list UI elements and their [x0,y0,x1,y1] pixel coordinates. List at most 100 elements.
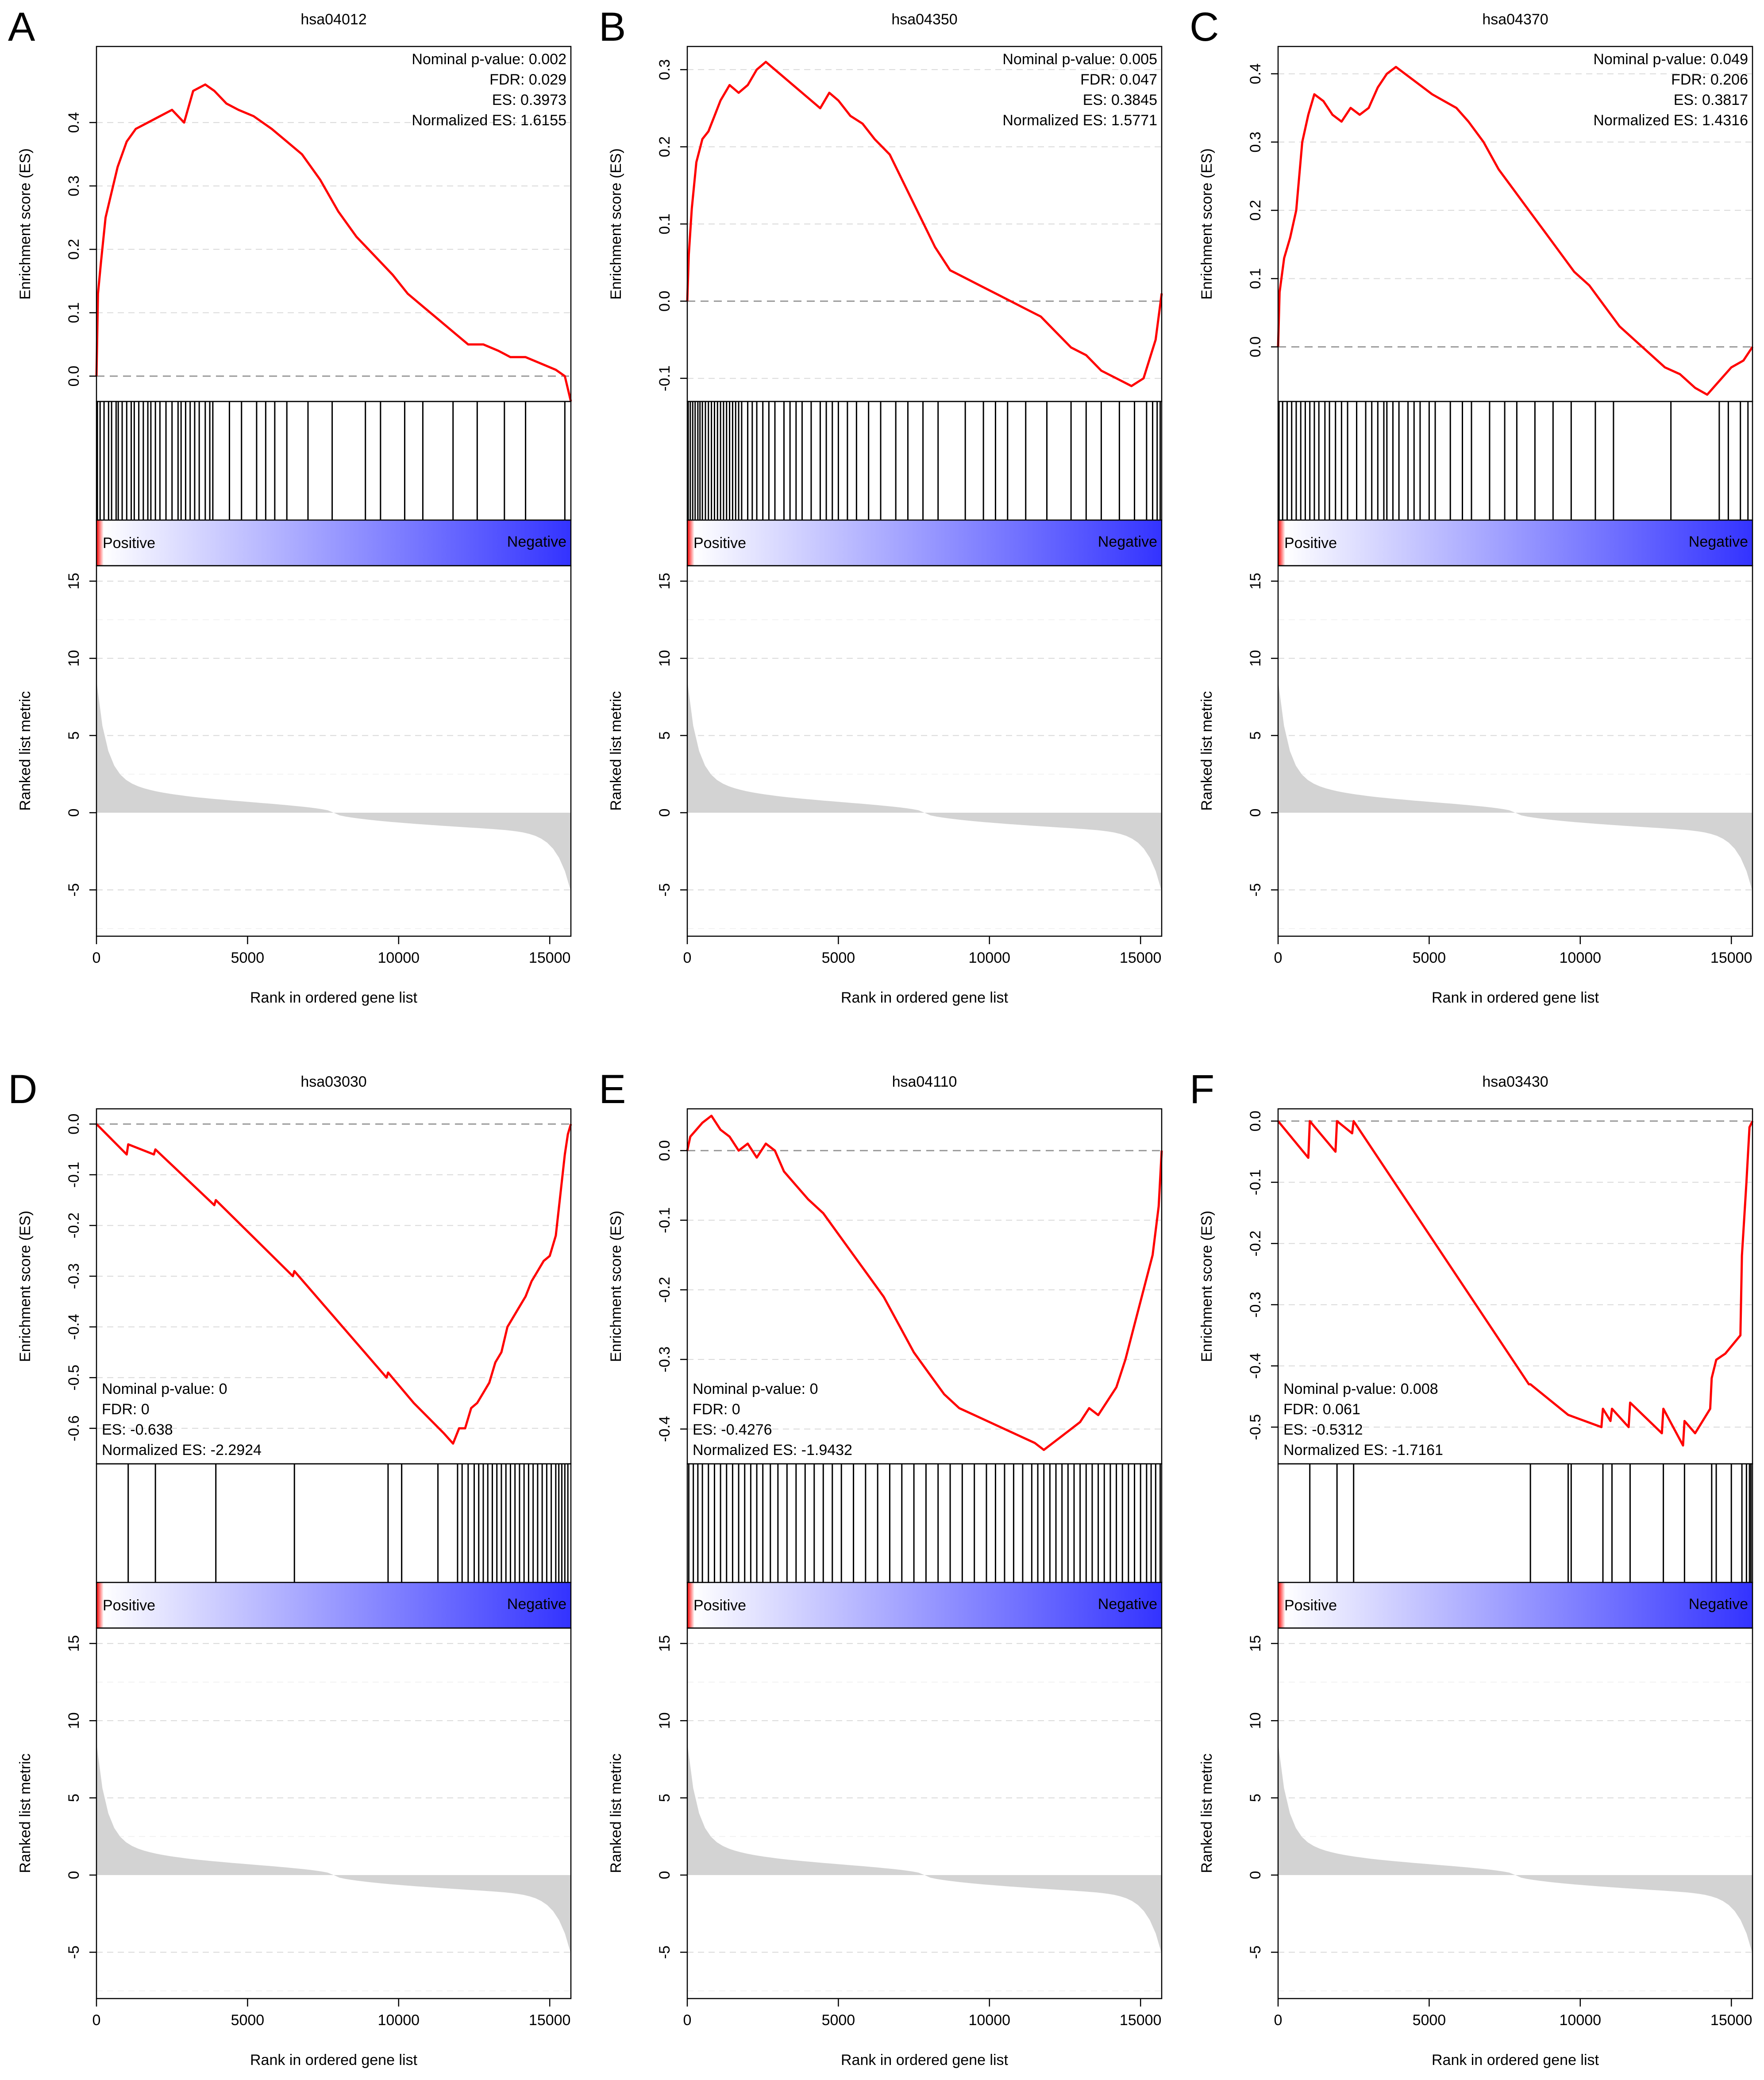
x-tick-label: 15000 [1710,949,1752,966]
es-y-tick-label: 0.0 [65,366,82,386]
x-tick-label: 5000 [231,2012,265,2029]
metric-y-tick-label: 0 [65,809,82,817]
metric-y-tick-label: 15 [65,573,82,590]
x-tick-label: 5000 [1413,949,1446,966]
panel-title: hsa04370 [1482,11,1548,28]
x-tick-label: 10000 [969,949,1011,966]
stat-line: Normalized ES: 1.4316 [1593,112,1748,129]
es-y-axis-label: Enrichment score (ES) [1198,1211,1215,1362]
es-y-tick-label: -0.1 [656,365,673,391]
es-y-tick-label: 0.2 [656,136,673,157]
es-y-tick-label: 0.3 [656,59,673,80]
x-tick-label: 0 [683,949,692,966]
stat-line: ES: -0.4276 [693,1421,772,1438]
es-y-tick-label: 0.4 [65,112,82,133]
metric-y-tick-label: 5 [1247,1794,1264,1802]
es-y-tick-label: 0.0 [1247,336,1264,357]
metric-y-axis-label: Ranked list metric [17,691,34,810]
metric-plot-frame [1277,565,1753,937]
es-y-tick-label: -0.4 [1247,1353,1264,1379]
stat-line: Normalized ES: -1.9432 [693,1442,852,1459]
ranked-metric-area [1278,1743,1752,1954]
es-y-tick-label: 0.0 [656,1140,673,1161]
stat-line: ES: -0.5312 [1283,1421,1363,1438]
rank-gradient-bar [1277,519,1753,567]
panel-title: hsa04110 [892,1073,957,1090]
metric-y-tick-label: 0 [65,1871,82,1879]
es-y-axis-label: Enrichment score (ES) [608,148,624,300]
x-tick-label: 10000 [378,2012,420,2029]
es-y-tick-label: -0.4 [656,1416,673,1442]
es-y-tick-label: 0.1 [656,213,673,234]
stat-line: Nominal p-value: 0 [693,1381,818,1397]
x-axis-label: Rank in ordered gene list [841,989,1009,1006]
stat-line: Normalized ES: -1.7161 [1283,1442,1443,1459]
es-y-tick-label: -0.5 [65,1365,82,1391]
x-tick-label: 15000 [529,2012,571,2029]
x-axis-label: Rank in ordered gene list [250,2052,418,2068]
positive-pole-label: Positive [1284,535,1337,552]
metric-y-tick-label: 15 [656,1635,673,1652]
metric-plot-frame [96,1627,572,1999]
hit-frame [1277,1463,1753,1583]
negative-pole-label: Negative [507,1596,566,1613]
es-curve-line [1277,1120,1754,1447]
es-curve-line [686,61,1163,387]
metric-y-tick-label: -5 [65,883,82,896]
x-tick-label: 0 [1274,949,1283,966]
stat-line: FDR: 0 [693,1401,740,1418]
metric-y-tick-label: -5 [65,1945,82,1959]
metric-y-tick-label: 10 [65,650,82,667]
es-y-tick-label: 0.0 [656,291,673,312]
es-y-tick-label: 0.4 [1247,63,1264,84]
x-tick-label: 10000 [969,2012,1011,2029]
panel-letter: A [8,4,35,50]
x-tick-label: 5000 [822,2012,855,2029]
metric-y-tick-label: -5 [1247,883,1264,896]
panel-letter: C [1190,4,1219,50]
metric-plot-frame [1277,1627,1753,1999]
es-curve-line [1277,66,1754,396]
metric-y-tick-label: 0 [1247,809,1264,817]
es-curve-line [95,83,572,402]
metric-y-tick-label: 15 [65,1635,82,1652]
panel-title: hsa03430 [1482,1073,1548,1090]
rank-gradient-bar [96,519,572,567]
metric-y-tick-label: 10 [656,1712,673,1729]
x-tick-label: 10000 [1560,2012,1602,2029]
hit-frame [96,401,572,521]
positive-pole-label: Positive [693,1597,746,1614]
panel-title: hsa04012 [300,11,366,28]
panel-letter: B [599,4,626,50]
rank-gradient-bar [686,1582,1163,1629]
es-y-tick-label: 0.3 [1247,131,1264,152]
x-tick-label: 5000 [822,949,855,966]
x-tick-label: 15000 [1710,2012,1752,2029]
es-y-tick-label: 0.2 [1247,200,1264,221]
es-y-tick-label: -0.3 [1247,1292,1264,1318]
metric-y-tick-label: -5 [656,1945,673,1959]
metric-plot-frame [686,565,1163,937]
positive-pole-label: Positive [103,535,155,552]
stat-line: FDR: 0.029 [489,71,566,88]
positive-pole-label: Positive [693,535,746,552]
es-y-axis-label: Enrichment score (ES) [1198,148,1215,300]
x-tick-label: 5000 [1413,2012,1446,2029]
es-y-tick-label: 0.2 [65,239,82,260]
stat-line: FDR: 0.047 [1080,71,1157,88]
x-tick-label: 0 [92,2012,101,2029]
stat-line: ES: 0.3973 [492,92,566,108]
stat-line: Nominal p-value: 0.005 [1002,51,1157,68]
es-y-tick-label: 0.1 [1247,268,1264,289]
stat-line: FDR: 0.061 [1283,1401,1360,1418]
x-axis-label: Rank in ordered gene list [1432,989,1599,1006]
stat-line: Nominal p-value: 0.002 [412,51,566,68]
metric-y-tick-label: -5 [656,883,673,896]
es-y-axis-label: Enrichment score (ES) [17,1211,34,1362]
es-y-tick-label: 0.3 [65,175,82,196]
es-curve-line [686,1115,1163,1451]
es-y-tick-label: -0.6 [65,1416,82,1442]
